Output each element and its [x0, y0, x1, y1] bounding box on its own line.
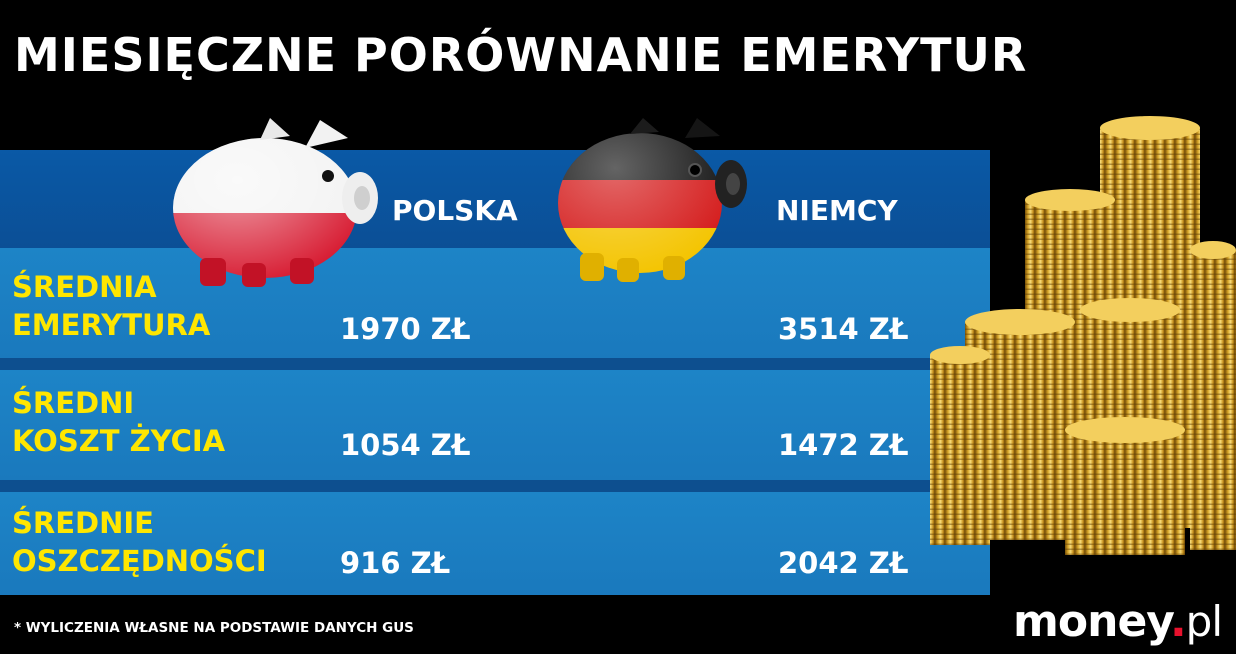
- column-header-niemcy: NIEMCY: [776, 194, 898, 227]
- row-label-line1: ŚREDNIE: [12, 506, 154, 540]
- value-polska: 1054 ZŁ: [340, 428, 471, 462]
- row-label: ŚREDNIE OSZCZĘDNOŚCI: [12, 504, 267, 580]
- comparison-table: POLSKA NIEMCY ŚREDNIA EMERYTURA 1970 ZŁ …: [0, 150, 990, 595]
- row-divider: [0, 480, 990, 492]
- value-niemcy: 3514 ZŁ: [778, 312, 909, 346]
- row-label: ŚREDNI KOSZT ŻYCIA: [12, 384, 225, 460]
- table-header-band: [0, 150, 990, 248]
- column-header-polska: POLSKA: [392, 194, 518, 227]
- row-label-line1: ŚREDNI: [12, 386, 135, 420]
- value-polska: 1970 ZŁ: [340, 312, 471, 346]
- gold-coin-stacks-image: [930, 116, 1236, 555]
- money-pl-logo: money.pl: [1013, 596, 1223, 647]
- value-niemcy: 1472 ZŁ: [778, 428, 909, 462]
- row-label: ŚREDNIA EMERYTURA: [12, 268, 210, 344]
- table-row-band: [0, 492, 990, 595]
- logo-name: money: [1013, 596, 1171, 647]
- table-row-band: [0, 248, 990, 358]
- piggy-bank-poland-flag-icon: [173, 118, 378, 287]
- value-polska: 916 ZŁ: [340, 546, 451, 580]
- value-niemcy: 2042 ZŁ: [778, 546, 909, 580]
- table-row-band: [0, 370, 990, 480]
- page-title: MIESIĘCZNE PORÓWNANIE EMERYTUR: [14, 28, 1028, 82]
- logo-dot: .: [1169, 596, 1187, 647]
- footnote: * WYLICZENIA WŁASNE NA PODSTAWIE DANYCH …: [14, 620, 414, 636]
- piggy-bank-germany-flag-icon: [558, 118, 747, 282]
- row-divider: [0, 358, 990, 370]
- row-label-line2: KOSZT ŻYCIA: [12, 424, 226, 458]
- logo-tld: pl: [1185, 597, 1223, 646]
- row-label-line2: EMERYTURA: [12, 308, 211, 342]
- row-label-line2: OSZCZĘDNOŚCI: [12, 544, 267, 578]
- row-label-line1: ŚREDNIA: [12, 270, 157, 304]
